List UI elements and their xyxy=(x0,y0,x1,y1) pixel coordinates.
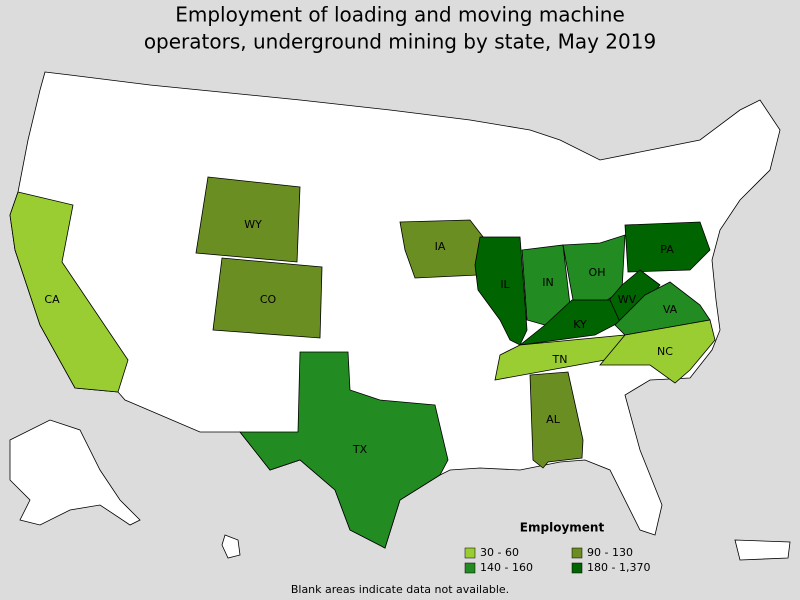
state-label: IN xyxy=(542,276,553,289)
legend-swatch xyxy=(571,562,583,574)
states: CA WY CO IA IL IN OH PA WV KY VA TN NC AL TX xyxy=(9,176,716,549)
state-label: TN xyxy=(552,353,568,366)
state-label: OH xyxy=(589,266,606,279)
hawaii xyxy=(221,534,241,559)
state xyxy=(529,371,584,469)
legend-swatch xyxy=(464,562,476,574)
legend-swatch xyxy=(464,547,476,559)
title-line: Employment of loading and moving machine xyxy=(175,3,625,27)
legend-label: 140 - 160 xyxy=(480,561,533,574)
state-label: AL xyxy=(546,413,561,426)
puerto-rico xyxy=(734,539,791,561)
legend-title: Employment xyxy=(520,521,605,535)
us-mainland xyxy=(9,71,781,549)
state xyxy=(474,236,528,346)
state-label: CA xyxy=(44,293,60,306)
state xyxy=(9,191,129,393)
state-label: CO xyxy=(260,293,277,306)
legend-swatch xyxy=(571,547,583,559)
title-line: operators, underground mining by state, … xyxy=(144,30,656,54)
alaska xyxy=(9,419,141,526)
state-label: KY xyxy=(573,318,587,331)
state-label: PA xyxy=(660,243,674,256)
legend: 30 - 60 90 - 130 140 - 160 180 - 1,370 xyxy=(464,546,650,574)
legend-label: 90 - 130 xyxy=(587,546,633,559)
state-label: TX xyxy=(352,443,368,456)
state xyxy=(195,176,301,263)
state-label: WY xyxy=(244,218,262,231)
state-label: IL xyxy=(500,278,510,291)
state xyxy=(239,351,449,549)
state xyxy=(624,221,711,273)
state-label: NC xyxy=(657,345,673,358)
state xyxy=(212,257,323,339)
state xyxy=(599,319,716,384)
note: Blank areas indicate data not available. xyxy=(291,583,509,596)
legend-label: 180 - 1,370 xyxy=(587,561,650,574)
state-label: WV xyxy=(618,293,637,306)
state-label: IA xyxy=(435,240,446,253)
state-label: VA xyxy=(663,303,678,316)
legend-label: 30 - 60 xyxy=(480,546,519,559)
